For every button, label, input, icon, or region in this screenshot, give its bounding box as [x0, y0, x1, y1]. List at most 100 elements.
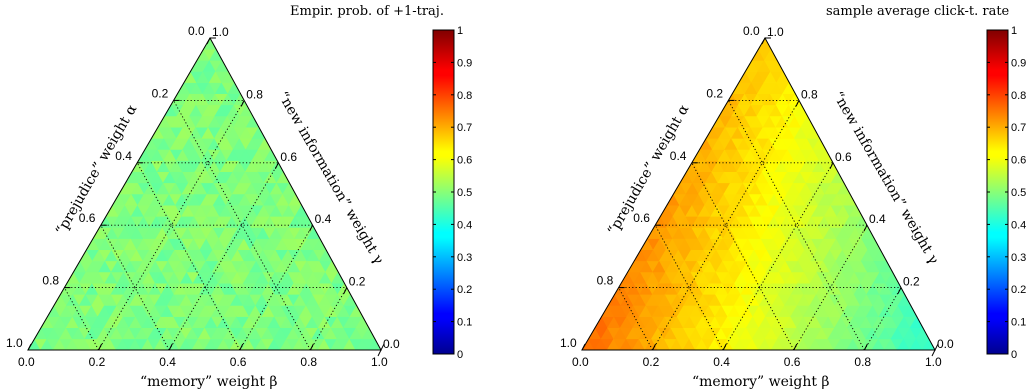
colorbar-tick-label: 0.5: [457, 187, 472, 199]
tick-mark: [309, 343, 314, 351]
tick-mark: [239, 343, 244, 351]
right-tick-label: 0.0: [937, 337, 954, 351]
right-tick-label: 0.0: [383, 337, 400, 351]
left-tick-label: 0.6: [79, 211, 96, 225]
bottom-tick-label: 0.0: [18, 355, 35, 369]
grid-line: [98, 100, 245, 351]
tick-mark: [761, 37, 766, 45]
bottom-tick-label: 0.4: [713, 355, 730, 369]
bottom-tick-label: 0.2: [89, 355, 106, 369]
colorbar-tick-label: 1: [1011, 25, 1017, 37]
colorbar-ticks-2: 0 0.1 0.2 0.3 0.4 0.5 0.6 0.7 0.8 0.9 1: [987, 25, 1026, 361]
grid-line: [652, 100, 800, 351]
left-tick-label: 0.4: [670, 149, 687, 163]
tick-mark: [795, 100, 800, 107]
tick-mark: [829, 162, 834, 170]
colorbar-tick-label: 0.6: [1011, 155, 1026, 167]
colorbar-tick-label: 0.7: [1011, 122, 1026, 134]
bottom-axis-label-2: “memory” weight β: [692, 374, 830, 390]
grid-line: [691, 162, 795, 351]
colorbar-tick-label: 0.2: [1011, 284, 1026, 296]
tick-mark: [98, 343, 103, 351]
colorbar-tick-label: 0.7: [457, 122, 472, 134]
tick-mark: [863, 343, 868, 351]
grid-line: [722, 162, 834, 351]
tick-marks-1: 0.0 0.0 0.0 0.2 0.2 0.2 0.4 0.4 0.4 0.6 0.6 0.6 0.8 0…: [6, 24, 400, 369]
tick-mark: [274, 162, 279, 170]
tick-mark: [380, 343, 385, 351]
left-tick-label: 0.2: [706, 86, 723, 100]
right-tick-label: 0.4: [869, 212, 886, 226]
right-tick-label: 1.0: [212, 25, 229, 39]
colorbar-2: [986, 29, 1009, 355]
colorbar-tick-label: 0.3: [1011, 252, 1026, 264]
heatmap-fill-1: [27, 37, 382, 351]
colorbar-tick-label: 0.4: [457, 219, 472, 231]
left-tick-label: 0.4: [115, 149, 132, 163]
tick-mark: [27, 343, 32, 351]
right-tick-label: 1.0: [767, 25, 784, 39]
bottom-tick-label: 0.6: [784, 355, 801, 369]
colorbar-tick-label: 0.4: [1011, 219, 1026, 231]
left-tick-label: 0.8: [597, 274, 614, 288]
tick-marks-2: 0.0 0.0 0.0 0.2 0.2 0.2 0.4 0.4 0.4 0.6 0.6 0.6 0.8 0…: [560, 24, 954, 369]
tick-mark: [897, 287, 902, 294]
grid-lines-2: [618, 99, 902, 351]
right-tick-label: 0.8: [246, 87, 263, 101]
colorbar-tick-label: 0.2: [457, 284, 472, 296]
colorbar-tick-label: 0.9: [1011, 57, 1026, 69]
triangle-outline-1: [27, 36, 382, 351]
right-tick-label: 0.2: [349, 275, 366, 289]
bottom-tick-label: 1.0: [371, 355, 388, 369]
colorbar-tick-label: 0: [457, 349, 463, 361]
bottom-axis-label-1: “memory” weight β: [140, 374, 278, 390]
tick-mark: [581, 343, 586, 351]
chart-title-2: sample average click-t. rate: [826, 4, 1010, 19]
left-tick-label: 0.0: [743, 24, 760, 38]
colorbar-tick-label: 0.8: [1011, 90, 1026, 102]
colorbar-tick-label: 0.6: [457, 155, 472, 167]
tick-mark: [793, 343, 798, 351]
heat-cell: [757, 37, 772, 50]
tick-mark: [206, 37, 211, 45]
bottom-tick-label: 0.4: [159, 355, 176, 369]
bottom-tick-label: 0.8: [854, 355, 871, 369]
right-tick-label: 0.6: [835, 150, 852, 164]
tick-mark: [309, 224, 314, 232]
colorbar-tick-label: 0.1: [457, 317, 472, 329]
ternary-panel-1: 0.0 0.0 0.0 0.2 0.2 0.2 0.4 0.4 0.4 0.6 0.6 0.6 0.8 0…: [6, 4, 472, 390]
bottom-tick-label: 0.6: [230, 355, 247, 369]
right-tick-label: 0.4: [315, 212, 332, 226]
left-tick-label: 1.0: [560, 336, 577, 350]
colorbar-tick-label: 0: [1011, 349, 1017, 361]
grid-line: [136, 162, 241, 351]
chart-title-1: Empir. prob. of +1-traj.: [290, 4, 444, 19]
left-tick-label: 0.2: [152, 86, 169, 100]
grid-line: [168, 162, 279, 351]
grid-line: [793, 224, 868, 351]
colorbar-tick-label: 0.3: [457, 252, 472, 264]
tick-mark: [343, 287, 348, 294]
tick-mark: [168, 343, 173, 351]
left-tick-label: 0.6: [633, 211, 650, 225]
bottom-tick-label: 0.8: [300, 355, 317, 369]
right-tick-label: 0.2: [903, 275, 920, 289]
colorbar-tick-label: 1: [457, 25, 463, 37]
ternary-panel-2: 0.00.00.00.20.20.20.40.40.40.60.60.60.80…: [560, 4, 1026, 390]
tick-mark: [931, 349, 936, 357]
tick-mark: [934, 343, 939, 351]
left-tick-label: 0.0: [188, 24, 205, 38]
colorbar-tick-label: 0.1: [1011, 317, 1026, 329]
tick-mark: [240, 100, 245, 107]
left-tick-label: 1.0: [6, 336, 23, 350]
right-tick-label: 0.8: [801, 87, 818, 101]
bottom-tick-label: 1.0: [925, 355, 942, 369]
left-tick-label: 0.8: [42, 274, 59, 288]
colorbar-1: [432, 29, 455, 355]
tick-mark: [377, 349, 382, 357]
bottom-tick-label: 0.2: [643, 355, 660, 369]
heatmap-fill-2: [581, 37, 936, 351]
tick-mark: [863, 224, 868, 232]
colorbar-ticks-1: 0 0.1 0.2 0.3 0.4 0.5 0.6 0.7 0.8 0.9 1: [433, 25, 472, 361]
right-tick-label: 0.6: [280, 150, 297, 164]
